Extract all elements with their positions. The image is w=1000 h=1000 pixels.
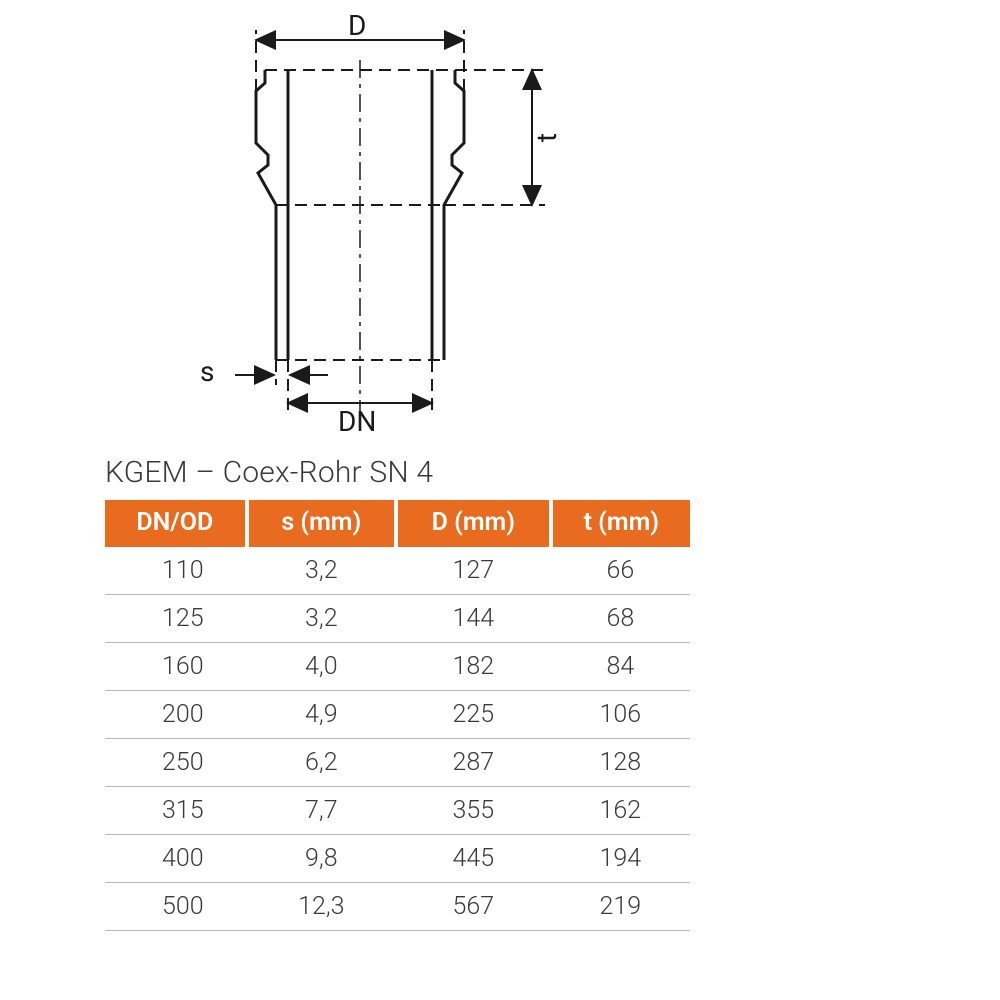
col-header: t (mm) (551, 500, 690, 547)
pipe-diagram: D t s DN (180, 15, 680, 435)
table-cell: 6,2 (247, 739, 396, 787)
spec-table: DN/OD s (mm) D (mm) t (mm) 1103,21276612… (105, 500, 690, 931)
table-cell: 12,3 (247, 883, 396, 931)
table-title: KGEM – Coex-Rohr SN 4 (105, 455, 433, 490)
col-header: D (mm) (396, 500, 551, 547)
table-cell: 194 (551, 835, 690, 883)
col-header: s (mm) (247, 500, 396, 547)
table-cell: 315 (105, 787, 247, 835)
table-cell: 128 (551, 739, 690, 787)
table-cell: 400 (105, 835, 247, 883)
table-cell: 4,0 (247, 643, 396, 691)
table-header-row: DN/OD s (mm) D (mm) t (mm) (105, 500, 690, 547)
table-row: 3157,7355162 (105, 787, 690, 835)
table-cell: 445 (396, 835, 551, 883)
table-cell: 110 (105, 547, 247, 595)
table-row: 1604,018284 (105, 643, 690, 691)
table-cell: 144 (396, 595, 551, 643)
dim-label-dn: DN (338, 405, 376, 438)
table-row: 4009,8445194 (105, 835, 690, 883)
table-cell: 160 (105, 643, 247, 691)
table-cell: 66 (551, 547, 690, 595)
table-row: 1253,214468 (105, 595, 690, 643)
table-cell: 355 (396, 787, 551, 835)
table-cell: 567 (396, 883, 551, 931)
table-cell: 287 (396, 739, 551, 787)
table-cell: 4,9 (247, 691, 396, 739)
table-cell: 182 (396, 643, 551, 691)
col-header: DN/OD (105, 500, 247, 547)
table-cell: 200 (105, 691, 247, 739)
table-cell: 106 (551, 691, 690, 739)
dim-label-s: s (200, 355, 214, 388)
table-cell: 125 (105, 595, 247, 643)
table-cell: 9,8 (247, 835, 396, 883)
table-cell: 3,2 (247, 547, 396, 595)
table-cell: 7,7 (247, 787, 396, 835)
table-cell: 500 (105, 883, 247, 931)
table-cell: 127 (396, 547, 551, 595)
dim-label-d: D (348, 9, 366, 42)
table-cell: 162 (551, 787, 690, 835)
table-cell: 250 (105, 739, 247, 787)
table-cell: 219 (551, 883, 690, 931)
table-cell: 68 (551, 595, 690, 643)
table-row: 2506,2287128 (105, 739, 690, 787)
dim-label-t: t (530, 133, 563, 142)
table-row: 2004,9225106 (105, 691, 690, 739)
table-cell: 3,2 (247, 595, 396, 643)
table-cell: 225 (396, 691, 551, 739)
table-cell: 84 (551, 643, 690, 691)
table-row: 50012,3567219 (105, 883, 690, 931)
table-row: 1103,212766 (105, 547, 690, 595)
